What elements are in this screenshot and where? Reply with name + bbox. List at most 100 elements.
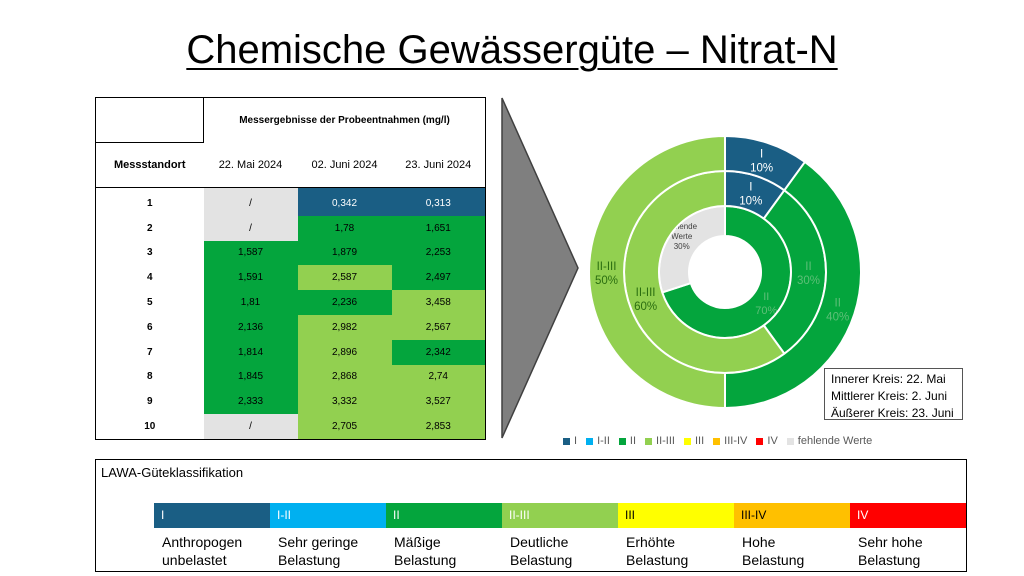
table-cell: 2,587	[297, 265, 392, 291]
table-cell: 2,342	[391, 339, 487, 365]
slice-percent: 10%	[750, 162, 773, 174]
lawa-desc-line: Sehr geringe	[278, 534, 359, 550]
table-row: 3 1,587 1,879 2,253	[95, 240, 487, 266]
legend-label: III-IV	[724, 435, 748, 447]
lawa-desc-line: Deutliche	[510, 534, 569, 550]
table-row: 7 1,814 2,896 2,342	[95, 339, 487, 365]
table-cell: 1,78	[297, 215, 392, 241]
slice-percent: 10%	[739, 196, 762, 208]
table-cell: 2,853	[391, 414, 487, 440]
lawa-desc-line: Sehr hohe	[858, 534, 923, 550]
table-cell: 1,845	[203, 364, 298, 390]
ring-legend-inner: Innerer Kreis: 22. Mai	[831, 372, 946, 386]
table-cell: /	[203, 187, 298, 216]
legend-label: II-III	[656, 435, 675, 447]
table-cell: 3,458	[391, 290, 487, 315]
row-label: 7	[95, 339, 204, 365]
lawa-class-description: Sehr geringe Belastung	[270, 533, 386, 569]
table-cell: 2,497	[391, 265, 487, 291]
lawa-class-segment: III-IV	[734, 503, 850, 528]
table-corner	[95, 97, 204, 143]
table-header-date: 23. Juni 2024	[391, 142, 487, 188]
legend-swatch	[786, 437, 794, 445]
lawa-desc-line: Belastung	[742, 552, 805, 568]
table-header-location: Messstandort	[95, 142, 204, 188]
table-cell: 1,651	[391, 215, 487, 241]
lawa-class-segment: I	[154, 503, 270, 528]
row-label: 2	[95, 215, 204, 241]
legend-swatch	[586, 437, 594, 445]
table-row: 2/1,78 1,651	[95, 215, 487, 241]
table-row: 10/2,705 2,853	[95, 414, 487, 440]
lawa-desc-line: Mäßige	[394, 534, 441, 550]
table-cell: 2,74	[391, 364, 487, 390]
lawa-class-segment: I-II	[270, 503, 386, 528]
slice-percent: 40%	[826, 312, 849, 324]
slice-percent: 70%	[755, 305, 777, 317]
lawa-desc-line: Erhöhte	[626, 534, 676, 550]
legend-item: III-IV	[713, 434, 747, 448]
legend-item: I-II	[586, 434, 610, 448]
table-header-date: 02. Juni 2024	[297, 142, 392, 188]
slice-percent: 30%	[797, 275, 820, 287]
table-row: 5 1,81 2,236 3,458	[95, 290, 487, 315]
lawa-desc-line: Hohe	[742, 534, 776, 550]
legend-item: III	[683, 434, 705, 448]
table-cell: 2,868	[297, 364, 392, 390]
lawa-desc-line: Belastung	[626, 552, 689, 568]
table-cell: /	[203, 414, 298, 440]
table-cell: 0,313	[391, 187, 487, 216]
legend-label: fehlende Werte	[797, 435, 873, 447]
lawa-class-description: Erhöhte Belastung	[618, 533, 734, 569]
slice-percent: 50%	[595, 275, 618, 287]
lawa-class-description: Deutliche Belastung	[502, 533, 618, 569]
table-header-main: Messergebnisse der Probeentnahmen (mg/l)	[202, 97, 487, 143]
ring-legend-outer: Äußerer Kreis: 23. Juni	[831, 406, 954, 420]
legend-label: IV	[767, 435, 778, 447]
slice-label: II	[763, 291, 769, 303]
ring-legend: Innerer Kreis: 22. Mai Mittlerer Kreis: …	[824, 368, 963, 420]
table-row: 8 1,845 2,868 2,74	[95, 364, 487, 390]
chart-legend: I I-II II II-III III III-IV IV fehlende Werte	[563, 434, 881, 448]
lawa-desc-line: unbelastet	[162, 552, 227, 568]
lawa-desc-line: Belastung	[510, 552, 573, 568]
slice-label: I	[749, 182, 752, 194]
arrow-right-icon	[501, 97, 579, 439]
table-cell: 3,527	[391, 389, 487, 415]
table-cell: 1,587	[203, 240, 298, 266]
legend-swatch	[645, 437, 653, 445]
table-cell: 1,591	[203, 265, 298, 291]
legend-item: IV	[756, 434, 778, 448]
legend-swatch	[618, 437, 626, 445]
row-label: 4	[95, 265, 204, 291]
table-cell: 2,253	[391, 240, 487, 266]
legend-item: I	[563, 434, 577, 448]
lawa-class-segment: II	[386, 503, 502, 528]
lawa-classification: LAWA-Güteklassifikation I I-II II II-III III…	[95, 459, 967, 572]
table-header-date: 22. Mai 2024	[203, 142, 298, 188]
legend-swatch	[563, 437, 570, 445]
table-body: 1/0,342 0,313 2/1,78 1,651 3 1,587 1,879 2,253 4…	[95, 187, 487, 440]
lawa-desc-line: Belastung	[278, 552, 341, 568]
table-cell: 0,342	[297, 187, 392, 216]
lawa-desc-line: Belastung	[858, 552, 921, 568]
ring-legend-middle: Mittlerer Kreis: 2. Juni	[831, 389, 948, 403]
table-cell: 2,136	[203, 314, 298, 340]
row-label: 1	[95, 187, 204, 216]
slice-label: fehlende	[666, 222, 697, 231]
table-cell: 2,982	[297, 314, 392, 340]
slice-label: I	[760, 148, 763, 160]
lawa-class-description: Mäßige Belastung	[386, 533, 502, 569]
donut-chart: II70%fehlendeWerte30%I10%II30%II-III60%I…	[588, 134, 862, 410]
table-cell: 2,236	[297, 290, 392, 315]
row-label: 8	[95, 364, 204, 390]
slice-label: II	[805, 261, 811, 273]
lawa-title: LAWA-Güteklassifikation	[101, 465, 244, 480]
lawa-desc-line: Belastung	[394, 552, 457, 568]
measurement-table: Messergebnisse der Probeentnahmen (mg/l)…	[95, 97, 487, 440]
legend-label: I	[574, 435, 578, 447]
lawa-class-description: Sehr hohe Belastung	[850, 533, 966, 569]
legend-label: III	[694, 435, 705, 447]
row-label: 9	[95, 389, 204, 415]
lawa-desc-line: Anthropogen	[162, 534, 243, 550]
